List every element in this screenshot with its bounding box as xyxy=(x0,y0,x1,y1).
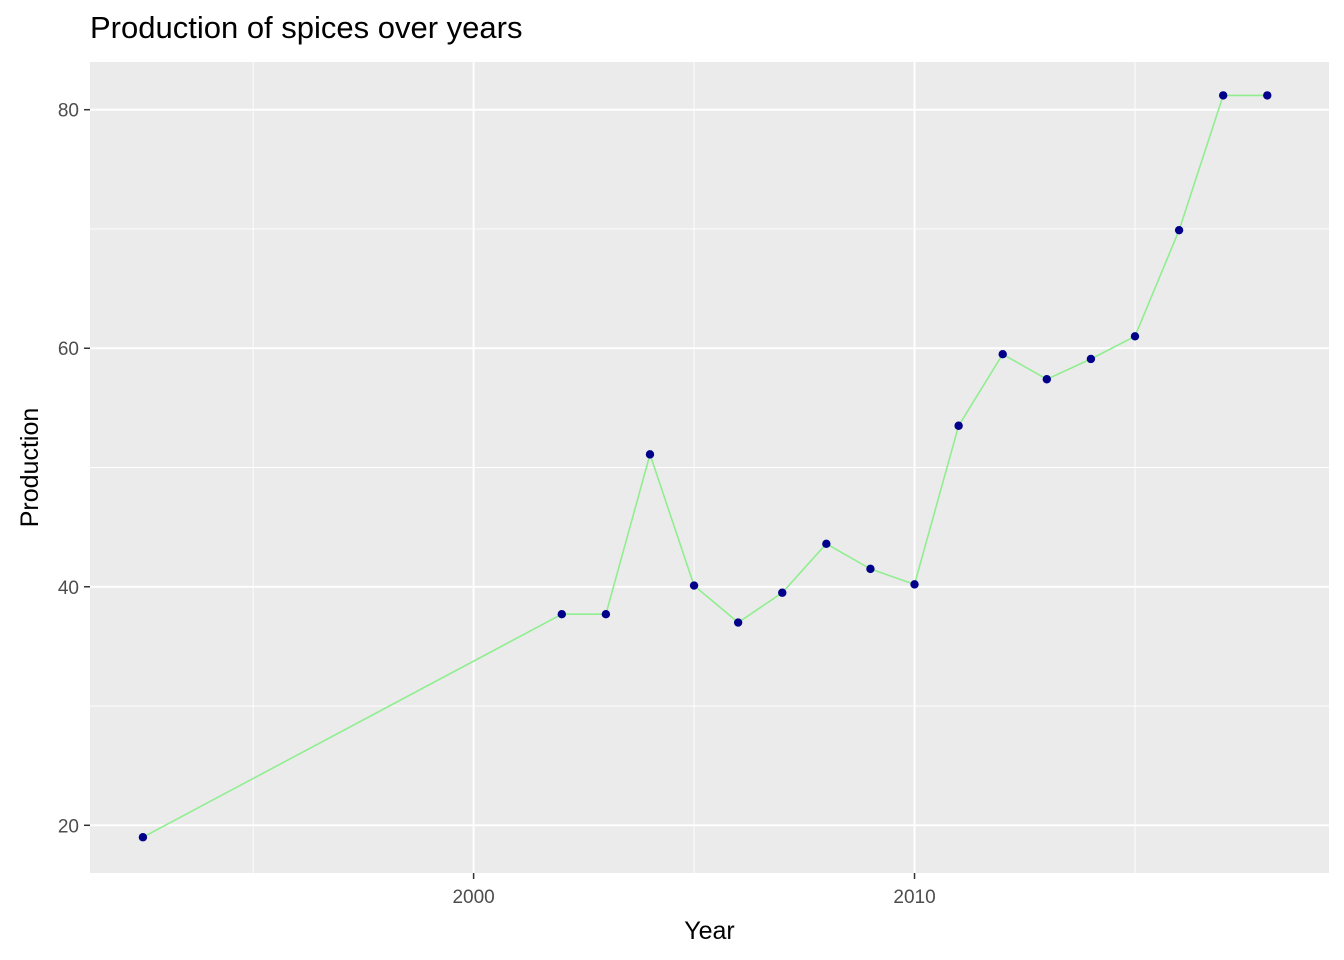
y-tick-label: 40 xyxy=(58,578,79,599)
data-point xyxy=(822,539,831,549)
data-point xyxy=(645,450,655,459)
x-axis: 2000 2010 xyxy=(452,873,936,908)
major-gridlines xyxy=(90,62,1329,873)
data-point xyxy=(138,833,148,842)
x-tick-label: 2010 xyxy=(893,887,935,908)
y-axis: 20 40 60 80 xyxy=(58,101,90,837)
data-point xyxy=(557,609,566,619)
x-axis-title: Year xyxy=(684,917,735,945)
series-line-group xyxy=(142,94,1268,838)
x-tick-label: 2000 xyxy=(452,887,494,908)
data-points xyxy=(138,91,1272,842)
y-tick-label: 20 xyxy=(58,816,79,837)
data-point xyxy=(1086,354,1096,364)
chart-title: Production of spices over years xyxy=(90,10,523,45)
data-point xyxy=(910,580,919,589)
data-point xyxy=(601,609,611,619)
y-tick-label: 60 xyxy=(58,339,79,360)
series-line xyxy=(142,94,1268,838)
data-point xyxy=(733,618,743,627)
data-point xyxy=(689,581,699,590)
data-point xyxy=(998,349,1007,359)
data-point xyxy=(866,564,875,574)
y-tick-label: 80 xyxy=(58,101,79,122)
data-point xyxy=(778,588,787,597)
minor-gridlines xyxy=(90,62,1329,873)
data-point xyxy=(1042,375,1052,384)
data-point xyxy=(1174,225,1184,235)
data-point xyxy=(1218,91,1228,100)
data-point xyxy=(954,421,963,430)
data-point xyxy=(1130,332,1140,341)
data-point xyxy=(1263,91,1272,100)
y-axis-title: Production xyxy=(16,408,44,528)
